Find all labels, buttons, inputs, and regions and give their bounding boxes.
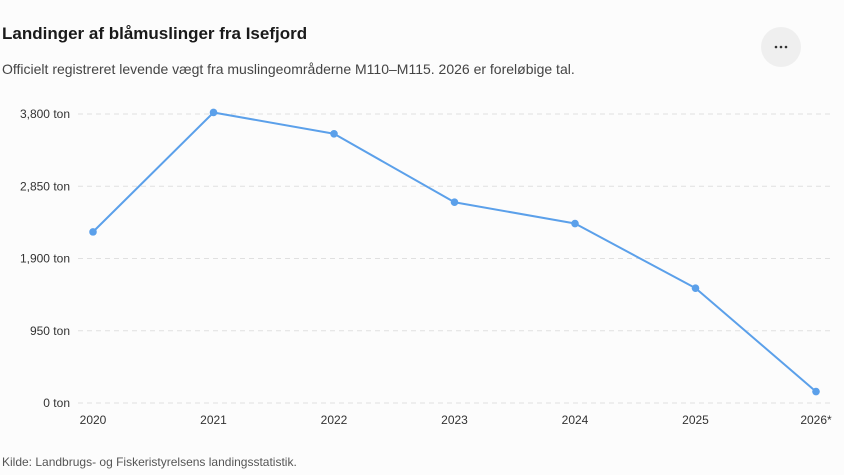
data-point[interactable] [691, 284, 700, 292]
chart-title: Landinger af blåmuslinger fra Isefjord [2, 24, 308, 43]
source-note: Kilde: Landbrugs- og Fiskeristyrelsens l… [2, 455, 297, 469]
data-point[interactable] [812, 387, 820, 396]
chart-subtitle: Officielt registreret levende vægt fra m… [2, 61, 575, 77]
x-tick-label: 2026* [800, 413, 832, 427]
x-tick-label: 2020 [80, 413, 107, 427]
series-line [92, 111, 817, 393]
y-tick-label: 1,900 ton [20, 252, 70, 266]
x-tick-label: 2024 [562, 413, 589, 427]
data-point[interactable] [450, 198, 459, 207]
x-tick-label: 2021 [200, 413, 227, 427]
grid-lines [78, 113, 830, 404]
data-point[interactable] [330, 129, 338, 138]
y-tick-label: 3,800 ton [20, 107, 70, 121]
data-point[interactable] [209, 108, 218, 117]
y-tick-label: 950 ton [30, 324, 70, 338]
data-point[interactable] [89, 228, 97, 236]
more-options-button[interactable] [761, 27, 801, 67]
y-tick-label: 2,850 ton [20, 179, 70, 193]
data-point[interactable] [571, 219, 579, 228]
x-tick-label: 2022 [321, 413, 348, 427]
x-tick-label: 2025 [682, 413, 709, 427]
more-horizontal-icon [774, 45, 788, 49]
x-axis-ticks: 2020 2021 2022 2023 2024 2025 2026* [80, 413, 832, 427]
series-layer [89, 108, 820, 396]
y-axis-ticks: 0 ton 950 ton 1,900 ton 2,850 ton 3,800 ton [20, 107, 70, 410]
x-tick-label: 2023 [441, 413, 468, 427]
y-tick-label: 0 ton [43, 396, 70, 410]
